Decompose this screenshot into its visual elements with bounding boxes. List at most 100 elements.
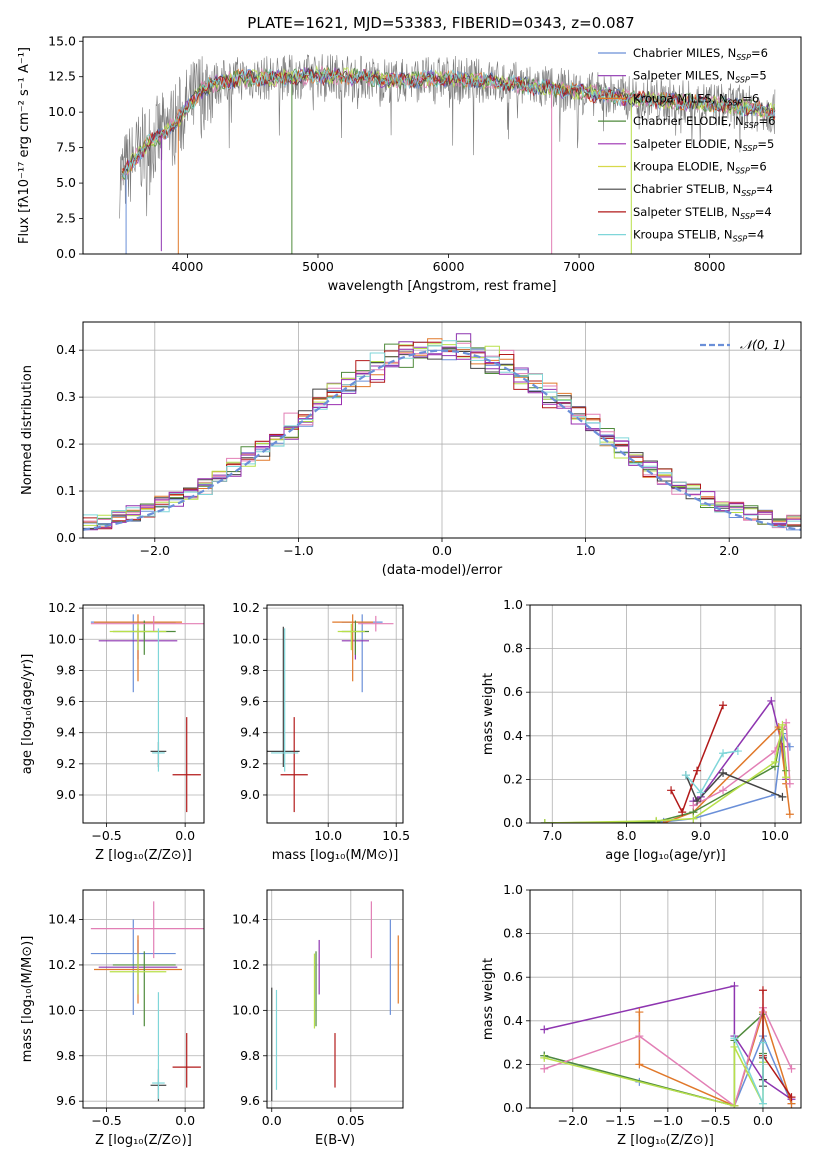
x-axis-label: age [log₁₀(age/yr)]: [605, 848, 726, 863]
x-axis-label: Z [log₁₀(Z/Z⊙)]: [95, 848, 192, 863]
y-tick-label: 9.0: [56, 787, 76, 802]
axes-frame: [82, 36, 802, 255]
y-tick-label: 0.0: [56, 530, 76, 545]
weight-series-line: [685, 750, 739, 794]
weight-point-marker: [778, 792, 787, 801]
x-tick-label: −0.5: [91, 828, 121, 843]
y-tick-label: 9.6: [56, 1093, 76, 1108]
weight-point-marker: [787, 1093, 796, 1102]
axes-frame: [529, 604, 802, 824]
panel-age_vs_Z: −0.5 0.0 9.0 9.2 9.4 9.6 9.8 10.0 10.2 Z [log₁₀(Z…: [20, 600, 205, 863]
y-tick-label: 10.0: [232, 631, 260, 646]
legend-label: Kroupa ELODIE, NSSP=6: [633, 160, 767, 176]
x-tick-label: 9.0: [691, 828, 711, 843]
plot-area: [267, 614, 394, 813]
weight-point-marker: [635, 1032, 644, 1041]
y-axis-label: age [log₁₀(age/yr)]: [20, 654, 35, 775]
x-tick-label: −1.5: [605, 1113, 635, 1128]
y-tick-label: 7.5: [56, 140, 76, 155]
y-tick-label: 0.8: [503, 641, 523, 656]
x-tick-label: −2.0: [140, 543, 170, 558]
y-tick-label: 10.2: [48, 600, 76, 615]
weight-point-marker: [540, 1025, 549, 1034]
x-tick-label: 0.0: [262, 1113, 282, 1128]
axes-frame: [266, 889, 404, 1109]
plot-area: [83, 333, 801, 531]
y-tick-label: 12.5: [48, 69, 76, 84]
weight-point-marker: [782, 718, 791, 727]
y-tick-label: 10.0: [48, 1002, 76, 1017]
y-tick-label: 9.2: [56, 756, 76, 771]
x-tick-label: 0.0: [432, 543, 452, 558]
x-tick-label: 0.05: [337, 1113, 365, 1128]
y-tick-label: 10.2: [232, 600, 260, 615]
legend-label: Kroupa STELIB, NSSP=4: [633, 228, 764, 244]
plot-area: [90, 901, 204, 1102]
y-axis-label: mass weight: [481, 673, 496, 755]
weight-point-marker: [771, 757, 780, 766]
x-tick-label: −1.0: [653, 1113, 683, 1128]
panel-spectrum: 4000 5000 6000 7000 8000 0.0 2.5 5.0 7.5 10.0 12.5…: [17, 33, 802, 294]
y-tick-label: 10.0: [232, 1002, 260, 1017]
weight-point-marker: [733, 747, 742, 756]
x-axis-label: wavelength [Angstrom, rest frame]: [328, 279, 557, 294]
y-tick-label: 9.6: [240, 1093, 260, 1108]
weight-series-line: [670, 705, 724, 814]
x-axis-label: Z [log₁₀(Z/Z⊙)]: [617, 1133, 714, 1148]
y-tick-label: 0.1: [56, 483, 76, 498]
y-tick-label: 9.0: [240, 787, 260, 802]
weight-point-marker: [785, 810, 794, 819]
weight-point-marker: [693, 797, 702, 806]
observed-spectrum-line: [119, 54, 776, 219]
axes-frame: [529, 889, 802, 1109]
weight-point-marker: [719, 701, 728, 710]
y-tick-label: 0.6: [503, 969, 523, 984]
weight-series-line: [544, 729, 787, 823]
y-tick-label: 10.0: [48, 104, 76, 119]
weight-point-marker: [758, 1038, 767, 1047]
axes-frame: [82, 604, 205, 824]
weight-point-marker: [681, 771, 690, 780]
x-tick-label: 5000: [302, 259, 334, 274]
y-tick-label: 10.2: [232, 957, 260, 972]
legend-label: Chabrier STELIB, NSSP=4: [633, 182, 773, 198]
weight-point-marker: [540, 1064, 549, 1073]
weight-point-marker: [719, 786, 728, 795]
legend-label: Chabrier ELODIE, NSSP=6: [633, 114, 775, 130]
weight-point-marker: [719, 768, 728, 777]
y-axis-label: mass [log₁₀(M/M⊙)]: [20, 936, 35, 1063]
weight-point-marker: [719, 749, 728, 758]
y-tick-label: 9.6: [56, 694, 76, 709]
y-tick-label: 15.0: [48, 33, 76, 48]
y-tick-label: 9.8: [240, 662, 260, 677]
y-tick-label: 1.0: [503, 882, 523, 897]
x-tick-label: 8.0: [617, 828, 637, 843]
weight-point-marker: [635, 1060, 644, 1069]
weight-point-marker: [730, 1042, 739, 1051]
weight-point-marker: [778, 720, 787, 729]
y-tick-label: 10.0: [48, 631, 76, 646]
y-tick-label: 0.3: [56, 389, 76, 404]
weight-point-marker: [696, 788, 705, 797]
x-axis-label: (data-model)/error: [382, 563, 503, 578]
x-tick-label: 0.0: [753, 1113, 773, 1128]
y-tick-label: 0.2: [503, 771, 523, 786]
x-tick-label: 1.0: [576, 543, 596, 558]
x-tick-label: 6000: [433, 259, 465, 274]
normal-curve: [83, 349, 801, 531]
y-tick-label: 0.8: [503, 926, 523, 941]
weight-point-marker: [540, 819, 549, 823]
y-tick-label: 9.2: [240, 756, 260, 771]
x-axis-label: E(B-V): [315, 1133, 355, 1148]
panel-mass_vs_EBV: 0.0 0.05 9.6 9.8 10.0 10.2 10.4 E(B-V): [232, 889, 404, 1148]
axes-frame: [82, 889, 205, 1109]
legend-label: Salpeter MILES, NSSP=5: [633, 69, 767, 85]
y-tick-label: 0.4: [56, 342, 76, 357]
weight-point-marker: [787, 1064, 796, 1073]
weight-point-marker: [767, 696, 776, 705]
panel-residuals: −2.0 −1.0 0.0 1.0 2.0 0.0 0.1 0.2 0.3 0.4 (data-mo…: [20, 321, 802, 578]
panel-weight_vs_Z: −2.0 −1.5 −1.0 −0.5 0.0 0.0 0.2 0.4 0.6 0.8 1.0 Z […: [481, 882, 802, 1148]
weight-point-marker: [782, 773, 791, 782]
legend-label: Kroupa MILES, NSSP=6: [633, 91, 759, 107]
